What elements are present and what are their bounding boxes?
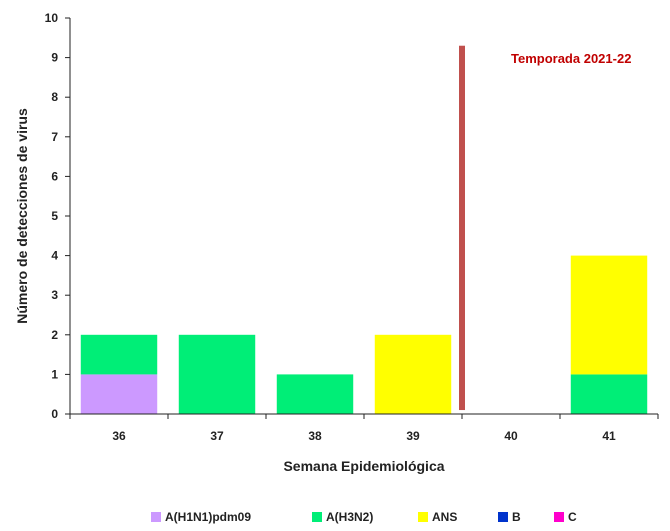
x-tick-label: 36 (112, 429, 126, 443)
bar-segment (80, 334, 158, 375)
y-tick-label: 0 (51, 407, 58, 421)
legend-swatch (151, 512, 161, 522)
legend-label: ANS (432, 510, 457, 524)
x-tick-label: 41 (602, 429, 616, 443)
bar-segment (178, 334, 256, 414)
x-axis-title: Semana Epidemiológica (283, 458, 444, 474)
legend-swatch (554, 512, 564, 522)
bar-segment (570, 374, 648, 414)
legend-label: A(H3N2) (326, 510, 373, 524)
ticks-layer: 0 1 2 3 4 5 6 7 8 9 10 36 37 38 39 40 41 (45, 11, 659, 443)
bar-segment (80, 374, 158, 414)
y-tick-label: 6 (51, 169, 58, 183)
legend-label: C (568, 510, 577, 524)
y-tick-label: 4 (51, 249, 58, 263)
bar-segment (276, 374, 354, 414)
y-tick-label: 2 (51, 328, 58, 342)
season-annotation: Temporada 2021-22 (511, 51, 631, 66)
y-tick-label: 7 (51, 130, 58, 144)
legend-label: A(H1N1)pdm09 (165, 510, 251, 524)
x-tick-label: 38 (308, 429, 322, 443)
bar-segment (570, 255, 648, 375)
legend-swatch (418, 512, 428, 522)
x-tick-label: 37 (210, 429, 224, 443)
y-tick-label: 1 (51, 367, 58, 381)
legend-label: B (512, 510, 521, 524)
legend: A(H1N1)pdm09 A(H3N2) ANS B C (151, 510, 577, 524)
legend-swatch (312, 512, 322, 522)
season-marker-bar (459, 45, 465, 411)
x-tick-label: 39 (406, 429, 420, 443)
y-axis-title: Número de detecciones de virus (14, 108, 30, 324)
y-tick-label: 8 (51, 90, 58, 104)
axes-layer (69, 18, 658, 415)
legend-swatch (498, 512, 508, 522)
y-tick-label: 5 (51, 209, 58, 223)
x-tick-label: 40 (504, 429, 518, 443)
bar-segment (374, 334, 452, 414)
y-tick-label: 3 (51, 288, 58, 302)
y-tick-label: 10 (45, 11, 59, 25)
y-tick-label: 9 (51, 51, 58, 65)
bars-layer (80, 45, 648, 414)
